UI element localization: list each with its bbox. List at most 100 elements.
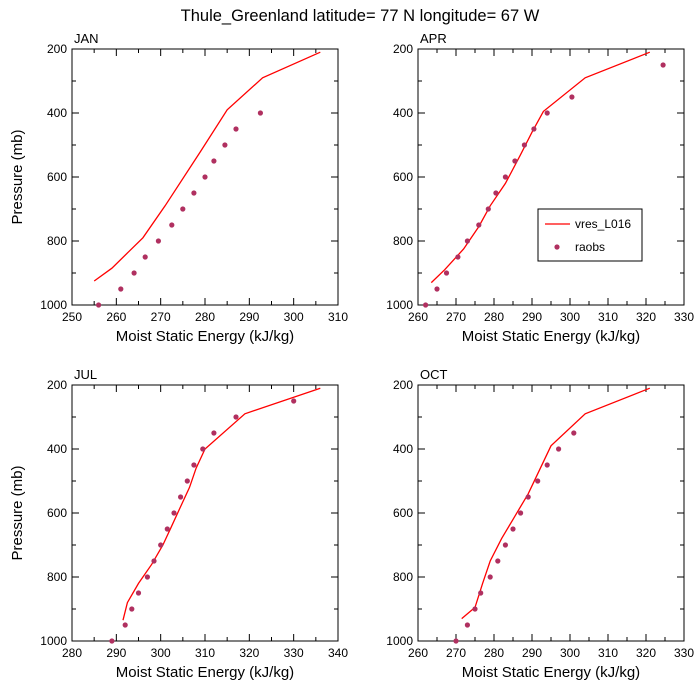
panel-jul: JUL 280 290 300 310 320 330 340 Moist Static Ene… [9, 367, 348, 681]
data-point [487, 574, 493, 580]
x-axis-label: Moist Static Energy (kJ/kg) [462, 328, 640, 345]
y-tick-label: 1000 [40, 634, 67, 648]
x-tick-label: 260 [106, 310, 126, 324]
y-axis-label: Pressure (mb) [9, 465, 26, 560]
data-point [464, 238, 470, 244]
x-tick-label: 300 [151, 646, 171, 660]
data-point [184, 478, 190, 484]
x-tick-label: 270 [446, 646, 466, 660]
series-line-model [122, 387, 321, 621]
panel-label: APR [420, 31, 447, 46]
data-point [291, 398, 297, 404]
panel-oct: OCT 260 270 280 290 300 310 320 330 Moist Static … [386, 367, 694, 681]
x-tick-label: 320 [239, 646, 259, 660]
legend-marker-swatch [554, 244, 560, 250]
y-tick-label: 800 [393, 570, 413, 584]
x-tick-label: 330 [674, 310, 694, 324]
x-tick-label: 310 [598, 310, 618, 324]
x-axis-label: Moist Static Energy (kJ/kg) [462, 664, 640, 681]
x-tick-label: 290 [106, 646, 126, 660]
panel-label: OCT [420, 367, 448, 382]
data-point [453, 638, 459, 644]
y-tick-label: 400 [47, 442, 67, 456]
data-point [476, 222, 482, 228]
data-point [222, 142, 228, 148]
y-tick-label: 400 [47, 106, 67, 120]
y-tick-label: 1000 [386, 634, 413, 648]
data-point [495, 558, 501, 564]
y-tick-label: 600 [393, 170, 413, 184]
y-axis: 200 400 600 800 1000 [40, 378, 338, 648]
y-axis-label: Pressure (mb) [9, 129, 26, 224]
x-axis: 250 260 270 280 290 300 310 [62, 49, 348, 324]
data-point [521, 142, 528, 148]
data-point [142, 254, 148, 260]
y-axis: 200 400 600 800 1000 [40, 42, 338, 312]
series-line-model [461, 387, 651, 620]
panel-label: JAN [74, 31, 99, 46]
y-tick-label: 200 [47, 378, 67, 392]
x-tick-label: 330 [674, 646, 694, 660]
y-tick-label: 200 [47, 42, 67, 56]
y-tick-label: 600 [47, 170, 67, 184]
y-tick-label: 400 [393, 106, 413, 120]
y-tick-label: 800 [47, 570, 67, 584]
data-point [131, 270, 137, 276]
x-tick-label: 270 [446, 310, 466, 324]
data-point [178, 494, 184, 500]
x-tick-label: 320 [636, 310, 656, 324]
x-tick-label: 320 [636, 646, 656, 660]
data-point [464, 622, 470, 628]
data-point [122, 622, 128, 628]
x-tick-label: 290 [239, 310, 259, 324]
plot-frame [71, 384, 339, 642]
x-tick-label: 330 [284, 646, 304, 660]
data-point [525, 494, 531, 500]
data-point [485, 206, 491, 212]
data-point [544, 462, 550, 468]
x-tick-label: 270 [151, 310, 171, 324]
x-axis-label: Moist Static Energy (kJ/kg) [116, 664, 294, 681]
data-point [571, 430, 577, 436]
data-point [512, 158, 518, 164]
data-point [164, 526, 170, 532]
data-point [660, 62, 666, 68]
x-tick-label: 310 [195, 646, 215, 660]
series-markers-obs [96, 110, 263, 308]
x-axis: 260 270 280 290 300 310 320 330 [408, 385, 694, 660]
x-axis: 260 270 280 290 300 310 320 330 [408, 49, 694, 324]
data-point [535, 478, 541, 484]
x-tick-label: 310 [328, 310, 348, 324]
data-point [211, 430, 217, 436]
data-point [257, 110, 263, 116]
y-tick-label: 1000 [40, 298, 67, 312]
panel-jan: JAN 250 260 270 280 290 300 310 Moist Static Ene… [9, 31, 348, 345]
x-tick-label: 280 [62, 646, 82, 660]
x-tick-label: 260 [408, 646, 428, 660]
data-point [129, 606, 135, 612]
data-point [202, 174, 208, 180]
data-point [233, 126, 239, 132]
y-tick-label: 200 [393, 378, 413, 392]
x-tick-label: 280 [484, 310, 504, 324]
data-point [434, 286, 440, 292]
legend-entry-obs: raobs [575, 240, 605, 254]
data-point [518, 510, 524, 516]
y-axis: 200 400 600 800 1000 [386, 378, 684, 648]
figure-title: Thule_Greenland latitude= 77 N longitude… [181, 7, 540, 25]
x-axis-label: Moist Static Energy (kJ/kg) [116, 328, 294, 345]
data-point [158, 542, 164, 548]
data-point [155, 238, 161, 244]
data-point [478, 590, 484, 596]
y-tick-label: 400 [393, 442, 413, 456]
data-point [211, 158, 217, 164]
x-tick-label: 280 [195, 310, 215, 324]
data-point [151, 558, 157, 564]
data-point [109, 638, 115, 644]
data-point [180, 206, 186, 212]
legend-entry-model: vres_L016 [575, 217, 631, 231]
x-tick-label: 260 [408, 310, 428, 324]
series-markers-obs [423, 62, 666, 308]
